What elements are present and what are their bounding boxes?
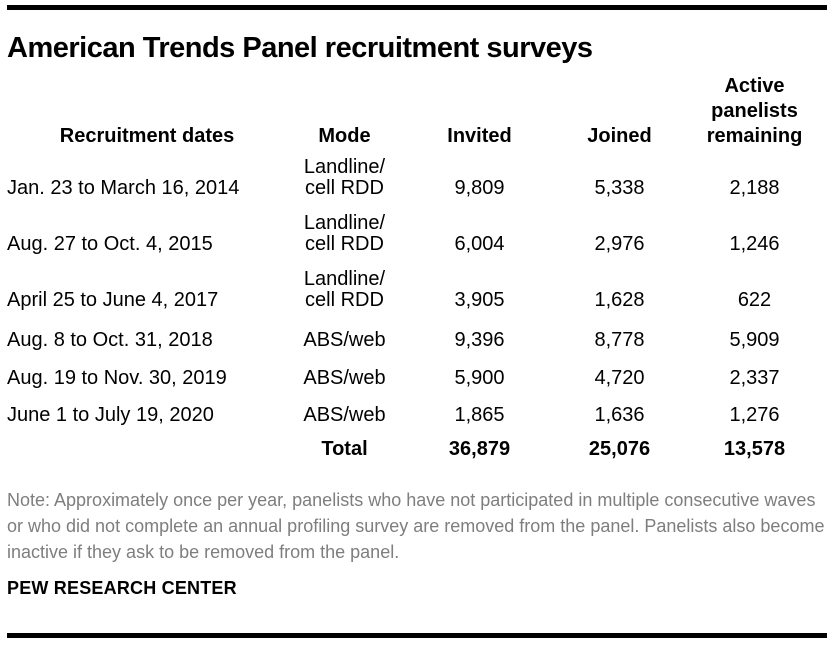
source-label: PEW RESEARCH CENTER — [7, 578, 237, 598]
cell-recruitment-dates: April 25 to June 4, 2017 — [7, 289, 219, 311]
cell-mode: ABS/web — [303, 404, 386, 426]
cell-recruitment-dates: Jan. 23 to March 16, 2014 — [7, 177, 240, 199]
total-label: Total — [321, 438, 368, 460]
cell-invited: 6,004 — [454, 233, 505, 255]
cell-joined: 5,338 — [594, 177, 645, 199]
cell-mode: ABS/web — [303, 329, 386, 351]
table-total-row: Total 36,879 25,076 13,578 — [7, 439, 827, 460]
cell-invited: 5,900 — [454, 367, 505, 389]
cell-active-remaining: 5,909 — [729, 329, 780, 351]
total-invited: 36,879 — [448, 438, 511, 460]
cell-recruitment-dates: June 1 to July 19, 2020 — [7, 404, 214, 426]
cell-active-remaining: 2,188 — [729, 177, 780, 199]
table-row: Aug. 19 to Nov. 30, 2019 ABS/web 5,900 4… — [7, 368, 827, 389]
cell-mode: Landline/ cell RDD — [303, 212, 386, 255]
table-row: Jan. 23 to March 16, 2014 Landline/ cell… — [7, 157, 827, 199]
total-joined: 25,076 — [588, 438, 651, 460]
cell-joined: 1,628 — [594, 289, 645, 311]
cell-invited: 3,905 — [454, 289, 505, 311]
cell-joined: 8,778 — [594, 329, 645, 351]
cell-joined: 4,720 — [594, 367, 645, 389]
recruitment-table: Recruitment dates Mode Invited Joined Ac… — [7, 74, 827, 460]
cell-recruitment-dates: Aug. 19 to Nov. 30, 2019 — [7, 367, 227, 389]
cell-invited: 9,396 — [454, 329, 505, 351]
cell-recruitment-dates: Aug. 27 to Oct. 4, 2015 — [7, 233, 213, 255]
figure-page: American Trends Panel recruitment survey… — [0, 5, 834, 647]
top-rule — [7, 5, 827, 10]
table-header-row: Recruitment dates Mode Invited Joined Ac… — [7, 74, 827, 149]
table-row: Aug. 27 to Oct. 4, 2015 Landline/ cell R… — [7, 213, 827, 255]
cell-active-remaining: 1,276 — [729, 404, 780, 426]
cell-invited: 9,809 — [454, 177, 505, 199]
cell-invited: 1,865 — [454, 404, 505, 426]
cell-joined: 1,636 — [594, 404, 645, 426]
cell-mode: ABS/web — [303, 367, 386, 389]
column-header-mode: Mode — [318, 125, 371, 147]
table-row: June 1 to July 19, 2020 ABS/web 1,865 1,… — [7, 405, 827, 426]
cell-joined: 2,976 — [594, 233, 645, 255]
cell-active-remaining: 622 — [737, 289, 772, 311]
column-header-active-panelists-remaining: Active panelists remaining — [706, 75, 803, 147]
table-row: Aug. 8 to Oct. 31, 2018 ABS/web 9,396 8,… — [7, 330, 827, 351]
column-header-joined: Joined — [587, 125, 652, 147]
cell-active-remaining: 2,337 — [729, 367, 780, 389]
total-active-remaining: 13,578 — [723, 438, 786, 460]
cell-mode: Landline/ cell RDD — [303, 268, 386, 311]
cell-mode: Landline/ cell RDD — [303, 156, 386, 199]
table-row: April 25 to June 4, 2017 Landline/ cell … — [7, 269, 827, 311]
column-header-invited: Invited — [447, 125, 512, 147]
page-title: American Trends Panel recruitment survey… — [7, 32, 593, 64]
note-text: Note: Approximately once per year, panel… — [7, 490, 825, 562]
column-header-recruitment-dates: Recruitment dates — [59, 125, 235, 147]
cell-active-remaining: 1,246 — [729, 233, 780, 255]
cell-recruitment-dates: Aug. 8 to Oct. 31, 2018 — [7, 329, 213, 351]
bottom-rule — [7, 633, 827, 638]
